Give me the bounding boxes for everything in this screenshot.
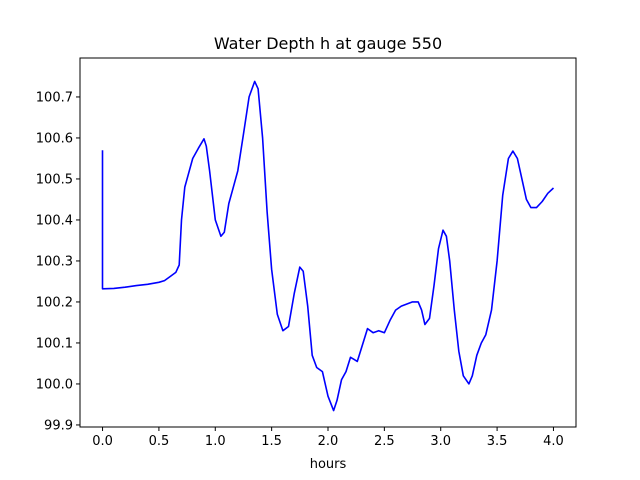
x-tick-label: 3.5 bbox=[487, 434, 508, 449]
x-axis: 0.0 0.5 1.0 1.5 2.0 2.5 3.0 3.5 4.0 bbox=[92, 427, 564, 449]
y-tick-label: 100.4 bbox=[36, 213, 73, 228]
x-tick-label: 2.0 bbox=[318, 434, 339, 449]
y-tick-label: 100.7 bbox=[36, 90, 73, 105]
x-tick-label: 1.5 bbox=[261, 434, 282, 449]
plot-area bbox=[101, 80, 555, 412]
y-tick-label: 100.6 bbox=[36, 131, 73, 146]
y-tick-label: 99.9 bbox=[44, 418, 73, 433]
y-tick-label: 100.0 bbox=[36, 377, 73, 392]
y-tick-label: 100.3 bbox=[36, 254, 73, 269]
x-axis-label: hours bbox=[310, 457, 347, 472]
series-line-0 bbox=[101, 80, 555, 412]
x-tick-label: 3.0 bbox=[430, 434, 451, 449]
x-tick-label: 0.5 bbox=[149, 434, 170, 449]
x-tick-label: 1.0 bbox=[205, 434, 226, 449]
y-tick-label: 100.5 bbox=[36, 172, 73, 187]
chart-title: Water Depth h at gauge 550 bbox=[214, 34, 442, 53]
x-tick-label: 2.5 bbox=[374, 434, 395, 449]
y-axis: 99.9 100.0 100.1 100.2 100.3 100.4 100.5 100.6 1… bbox=[36, 90, 80, 433]
x-tick-label: 0.0 bbox=[92, 434, 113, 449]
y-tick-label: 100.2 bbox=[36, 295, 73, 310]
y-tick-label: 100.1 bbox=[36, 336, 73, 351]
x-tick-label: 4.0 bbox=[543, 434, 564, 449]
